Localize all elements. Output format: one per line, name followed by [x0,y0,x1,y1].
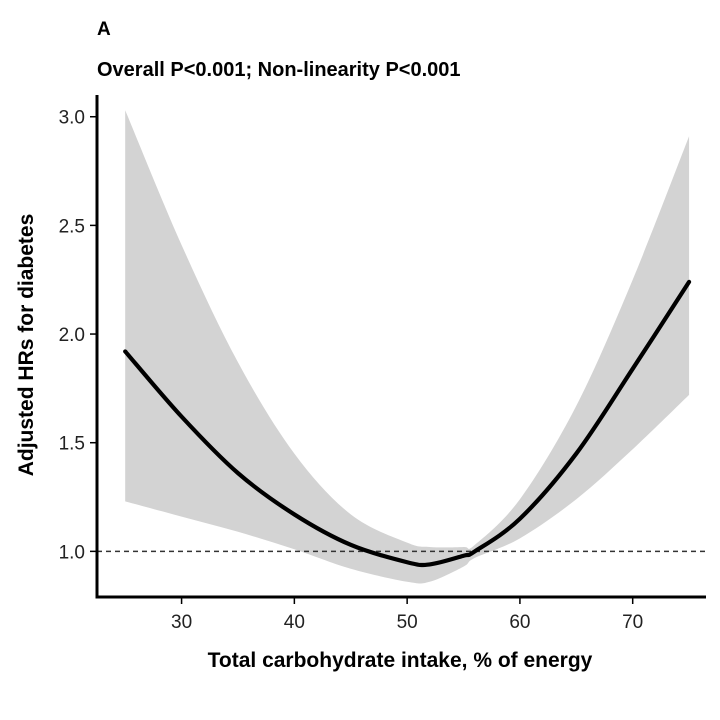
y-tick-label: 2.5 [59,216,85,237]
x-tick-label: 60 [509,612,530,633]
x-tick-label: 50 [397,612,418,633]
y-axis-title: Adjusted HRs for diabetes [15,214,38,477]
y-tick-label: 3.0 [59,108,85,129]
plot-area: 30 40 50 60 70 1.0 1.5 2.0 2.5 3.0 [59,95,706,633]
panel-label: A [97,19,111,40]
x-tick-label: 40 [284,612,305,633]
chart-title: Overall P<0.001; Non-linearity P<0.001 [97,59,461,81]
y-tick-label: 1.5 [59,434,85,455]
x-axis-title: Total carbohydrate intake, % of energy [208,649,593,672]
confidence-band [125,110,690,584]
y-tick-label: 2.0 [59,325,85,346]
x-tick-label: 70 [622,612,643,633]
hr-curve [123,279,692,568]
y-tick-label: 1.0 [59,542,85,563]
x-tick-label: 30 [171,612,192,633]
